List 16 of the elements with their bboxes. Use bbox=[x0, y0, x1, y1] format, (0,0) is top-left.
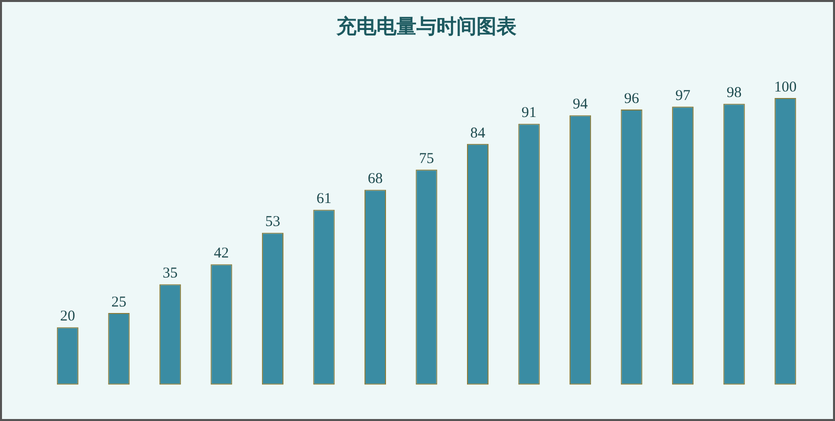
data-label: 97 bbox=[675, 88, 691, 104]
data-label: 75 bbox=[419, 151, 434, 168]
chart-title: 充电电量与时间图表 bbox=[336, 15, 516, 38]
data-label: 20 bbox=[60, 308, 76, 325]
data-label: 53 bbox=[265, 214, 280, 230]
data-label: 68 bbox=[368, 171, 383, 188]
data-label: 84 bbox=[470, 125, 486, 142]
data-label: 91 bbox=[522, 105, 537, 122]
data-label: 98 bbox=[726, 85, 742, 102]
data-label: 42 bbox=[214, 246, 229, 262]
data-label: 61 bbox=[316, 191, 332, 208]
data-label: 94 bbox=[572, 96, 588, 113]
data-label: 100 bbox=[774, 79, 797, 96]
data-label: 96 bbox=[624, 90, 640, 107]
data-label: 35 bbox=[162, 266, 178, 282]
data-label: 25 bbox=[111, 294, 126, 310]
